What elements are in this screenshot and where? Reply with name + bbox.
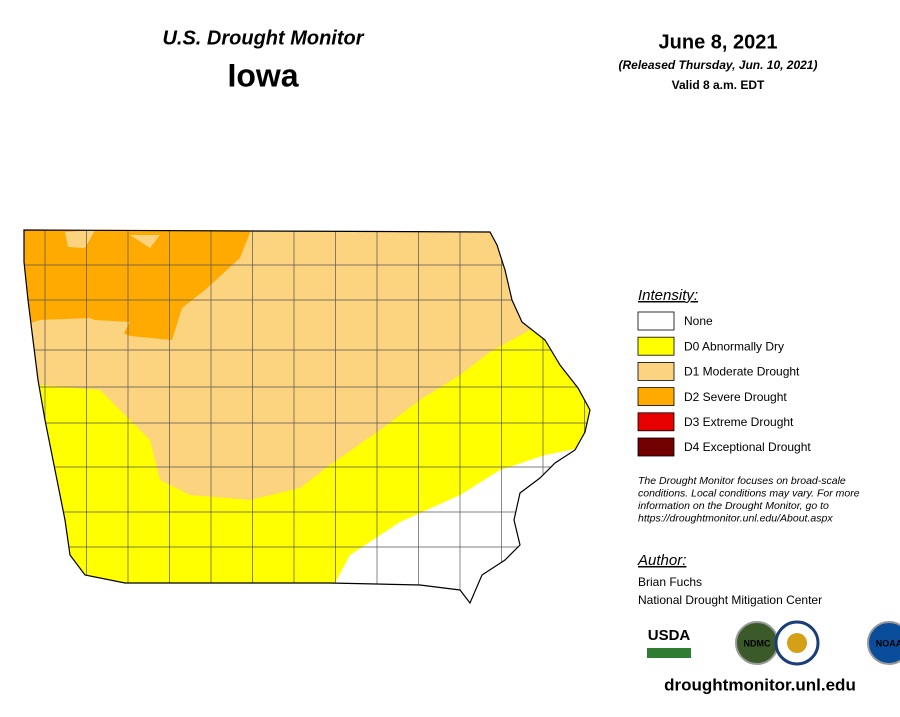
valid-time: Valid 8 a.m. EDT [672, 78, 765, 92]
legend-swatch [637, 361, 675, 381]
note-line: information on the Drought Monitor, go t… [638, 500, 829, 512]
legend: None D0 Abnormally Dry D1 Moderate Drought… [637, 311, 811, 457]
logo-text: NDMC [744, 638, 771, 648]
logo-circle [867, 621, 900, 665]
title: U.S. Drought Monitor [162, 27, 364, 49]
note: The Drought Monitor focuses on broad-sca… [638, 475, 860, 525]
d2-area [24, 230, 255, 340]
legend-swatch [637, 437, 675, 457]
logo-text: USDA [648, 627, 691, 644]
release-date: (Released Thursday, Jun. 10, 2021) [619, 58, 818, 72]
county-lines [24, 230, 590, 603]
legend-swatch [637, 412, 675, 432]
site-url: droughtmonitor.unl.edu [664, 675, 856, 694]
logo-band [647, 648, 691, 658]
legend-label: D2 Severe Drought [684, 390, 787, 404]
legend-swatch [637, 311, 675, 331]
logos: USDA NDMC NOAA [647, 620, 900, 666]
legend-swatch [637, 387, 675, 407]
note-line: conditions. Local conditions may vary. F… [638, 487, 860, 499]
note-line: https://droughtmonitor.unl.edu/About.asp… [638, 512, 833, 524]
legend-label: D0 Abnormally Dry [684, 339, 784, 353]
map-date: June 8, 2021 [659, 31, 778, 53]
legend-label: None [684, 314, 713, 328]
state-outline [23, 229, 591, 605]
legend-swatch [637, 336, 675, 356]
legend-label: D1 Moderate Drought [684, 365, 800, 379]
author-org: National Drought Mitigation Center [638, 593, 822, 607]
d1-patch [65, 230, 160, 340]
note-line: The Drought Monitor focuses on broad-sca… [638, 475, 846, 487]
legend-label: D3 Extreme Drought [684, 415, 794, 429]
author-title: Author: [637, 552, 686, 569]
logo-seal [787, 633, 807, 653]
legend-title: Intensity: [638, 287, 698, 304]
state-name: Iowa [227, 57, 298, 93]
legend-label: D4 Exceptional Drought [684, 440, 811, 454]
map [24, 230, 590, 603]
author-name: Brian Fuchs [638, 575, 702, 589]
logo-text: NOAA [876, 638, 900, 648]
